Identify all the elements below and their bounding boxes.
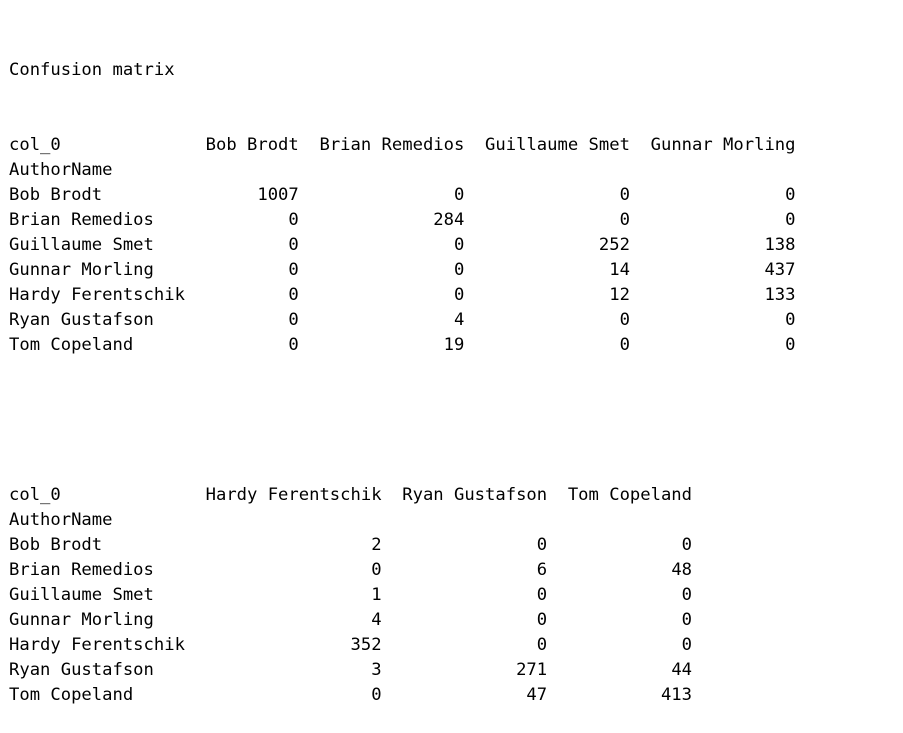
matrix-cell: 0 xyxy=(371,685,382,705)
column-header: Guillaume Smet xyxy=(485,135,630,155)
matrix-cell: 4 xyxy=(371,610,382,630)
row-label: Guillaume Smet xyxy=(9,585,154,605)
matrix-row: Guillaume Smet 1 0 0 xyxy=(9,583,796,608)
matrix-cell: 0 xyxy=(371,560,382,580)
index-name-row: AuthorName xyxy=(9,508,796,533)
row-label: Gunnar Morling xyxy=(9,260,154,280)
matrix-cell: 44 xyxy=(671,660,693,680)
row-label: Hardy Ferentschik xyxy=(9,635,185,655)
matrix-block-2: col_0 Hardy Ferentschik Ryan Gustafson T… xyxy=(9,483,796,708)
console-output: Confusion matrix col_0 Bob Brodt Brian R… xyxy=(9,8,796,733)
matrix-cell: 0 xyxy=(619,210,630,230)
index-name: AuthorName xyxy=(9,510,113,530)
row-label: Bob Brodt xyxy=(9,535,103,555)
matrix-cell: 0 xyxy=(785,210,796,230)
column-header-name: col_0 xyxy=(9,135,61,155)
matrix-cell: 0 xyxy=(453,285,465,305)
matrix-cell: 47 xyxy=(526,685,548,705)
column-header: Hardy Ferentschik xyxy=(205,485,382,505)
row-label: Guillaume Smet xyxy=(9,235,154,255)
column-header: Bob Brodt xyxy=(205,135,299,155)
matrix-cell: 352 xyxy=(350,635,382,655)
matrix-cell: 271 xyxy=(516,660,548,680)
column-header: Brian Remedios xyxy=(319,135,465,155)
row-label: Hardy Ferentschik xyxy=(9,285,185,305)
matrix-row: Tom Copeland 0 47 413 xyxy=(9,683,796,708)
matrix-cell: 12 xyxy=(609,285,630,305)
column-header: Ryan Gustafson xyxy=(402,485,548,505)
column-header-row: col_0 Hardy Ferentschik Ryan Gustafson T… xyxy=(9,483,796,508)
blank-line xyxy=(9,408,796,433)
matrix-cell: 0 xyxy=(536,585,548,605)
matrix-row: Hardy Ferentschik 0 0 12 133 xyxy=(9,283,796,308)
matrix-cell: 0 xyxy=(288,210,299,230)
output-title: Confusion matrix xyxy=(9,60,175,80)
row-label: Tom Copeland xyxy=(9,335,134,355)
column-header: Tom Copeland xyxy=(567,485,693,505)
row-label: Brian Remedios xyxy=(9,210,154,230)
matrix-row: Brian Remedios 0 284 0 0 xyxy=(9,208,796,233)
matrix-row: Gunnar Morling 4 0 0 xyxy=(9,608,796,633)
matrix-row: Guillaume Smet 0 0 252 138 xyxy=(9,233,796,258)
matrix-cell: 0 xyxy=(681,635,693,655)
matrix-cell: 6 xyxy=(536,560,548,580)
row-label: Bob Brodt xyxy=(9,185,103,205)
matrix-cell: 14 xyxy=(609,260,630,280)
matrix-cell: 0 xyxy=(681,610,693,630)
index-name: AuthorName xyxy=(9,160,113,180)
matrix-cell: 1 xyxy=(371,585,382,605)
matrix-cell: 0 xyxy=(536,535,548,555)
column-header: Gunnar Morling xyxy=(650,135,796,155)
column-header-row: col_0 Bob Brodt Brian Remedios Guillaume… xyxy=(9,133,796,158)
matrix-cell: 138 xyxy=(764,235,796,255)
matrix-cell: 19 xyxy=(443,335,465,355)
matrix-row: Ryan Gustafson 3 271 44 xyxy=(9,658,796,683)
matrix-row: Hardy Ferentschik 352 0 0 xyxy=(9,633,796,658)
matrix-cell: 1007 xyxy=(257,185,299,205)
matrix-row: Bob Brodt 1007 0 0 0 xyxy=(9,183,796,208)
matrix-cell: 0 xyxy=(288,310,299,330)
row-label: Brian Remedios xyxy=(9,560,154,580)
matrix-cell: 3 xyxy=(371,660,382,680)
matrix-cell: 0 xyxy=(453,260,465,280)
matrix-block-1: col_0 Bob Brodt Brian Remedios Guillaume… xyxy=(9,133,796,358)
matrix-cell: 413 xyxy=(660,685,692,705)
row-label: Ryan Gustafson xyxy=(9,660,154,680)
matrix-cell: 0 xyxy=(619,310,630,330)
matrix-cell: 0 xyxy=(785,185,796,205)
matrix-cell: 0 xyxy=(453,235,465,255)
matrix-cell: 0 xyxy=(536,635,548,655)
matrix-cell: 2 xyxy=(371,535,382,555)
matrix-cell: 437 xyxy=(764,260,796,280)
index-name-row: AuthorName xyxy=(9,158,796,183)
matrix-cell: 0 xyxy=(785,310,796,330)
matrix-cell: 0 xyxy=(453,185,465,205)
matrix-cell: 0 xyxy=(288,260,299,280)
row-label: Tom Copeland xyxy=(9,685,134,705)
matrix-cell: 0 xyxy=(288,285,299,305)
matrix-cell: 4 xyxy=(453,310,465,330)
matrix-cell: 0 xyxy=(288,235,299,255)
row-label: Ryan Gustafson xyxy=(9,310,154,330)
matrix-cell: 0 xyxy=(288,335,299,355)
matrix-cell: 0 xyxy=(619,335,630,355)
matrix-row: Gunnar Morling 0 0 14 437 xyxy=(9,258,796,283)
matrix-cell: 0 xyxy=(619,185,630,205)
matrix-row: Ryan Gustafson 0 4 0 0 xyxy=(9,308,796,333)
matrix-cell: 48 xyxy=(671,560,693,580)
matrix-cell: 133 xyxy=(764,285,796,305)
matrix-cell: 0 xyxy=(681,535,693,555)
matrix-cell: 252 xyxy=(598,235,630,255)
row-label: Gunnar Morling xyxy=(9,610,154,630)
column-header-name: col_0 xyxy=(9,485,61,505)
matrix-cell: 0 xyxy=(536,610,548,630)
matrix-row: Tom Copeland 0 19 0 0 xyxy=(9,333,796,358)
matrix-cell: 0 xyxy=(785,335,796,355)
matrix-row: Bob Brodt 2 0 0 xyxy=(9,533,796,558)
matrix-row: Brian Remedios 0 6 48 xyxy=(9,558,796,583)
matrix-cell: 284 xyxy=(433,210,465,230)
matrix-cell: 0 xyxy=(681,585,693,605)
